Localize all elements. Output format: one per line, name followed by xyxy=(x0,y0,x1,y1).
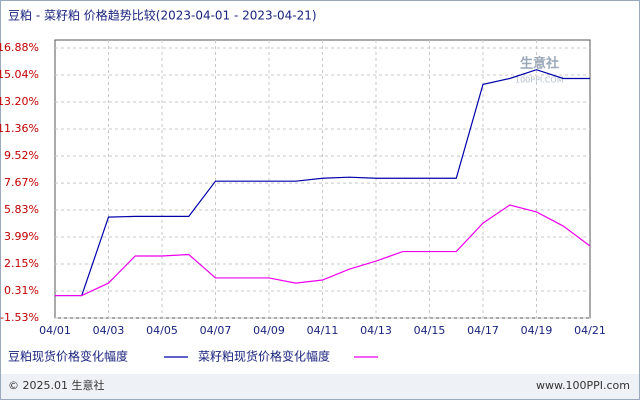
series-line xyxy=(55,204,591,297)
y-tick-label: 7.67% xyxy=(4,176,39,189)
x-tick-label: 04/13 xyxy=(360,324,392,337)
y-tick-label: 15.04% xyxy=(0,68,39,81)
legend-label: 菜籽粕现货价格变化幅度 xyxy=(198,349,330,364)
y-tick-label: 3.99% xyxy=(4,230,39,243)
series-line xyxy=(55,69,590,297)
x-tick-label: 04/03 xyxy=(93,324,125,337)
y-tick-label: 11.36% xyxy=(0,122,39,135)
chart-title: 豆粕 - 菜籽粕 价格趋势比较(2023-04-01 - 2023-04-21) xyxy=(8,8,317,23)
watermark-sub: 100PPI.COM xyxy=(515,76,564,85)
x-tick-label: 04/19 xyxy=(521,324,553,337)
y-tick-label: 16.88% xyxy=(0,41,39,54)
y-tick-label: 0.31% xyxy=(4,284,39,297)
x-tick-label: 04/21 xyxy=(574,324,606,337)
x-tick-label: 04/15 xyxy=(414,324,446,337)
footer-right: www.100PPI.com xyxy=(536,379,630,392)
y-tick-label: 2.15% xyxy=(4,257,39,270)
x-tick-label: 04/07 xyxy=(200,324,232,337)
y-tick-label: 9.52% xyxy=(4,149,39,162)
legend-label: 豆粕现货价格变化幅度 xyxy=(8,349,128,364)
footer-bar xyxy=(1,374,639,399)
x-tick-label: 04/01 xyxy=(39,324,71,337)
x-tick-label: 04/17 xyxy=(467,324,499,337)
x-tick-label: 04/05 xyxy=(146,324,178,337)
x-tick-label: 04/09 xyxy=(253,324,285,337)
y-tick-label: 13.20% xyxy=(0,95,39,108)
footer-left: © 2025.01 生意社 xyxy=(8,378,104,392)
watermark: 生意社 xyxy=(520,56,559,72)
y-tick-label: 5.83% xyxy=(4,203,39,216)
y-tick-label: -1.53% xyxy=(0,311,39,324)
x-tick-label: 04/11 xyxy=(307,324,339,337)
